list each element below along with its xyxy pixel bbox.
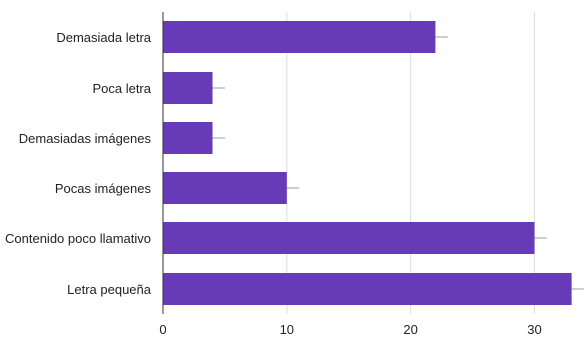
category-label: Pocas imágenes — [55, 181, 152, 196]
bar — [163, 222, 535, 254]
category-label: Letra pequeña — [67, 282, 152, 297]
bar — [163, 72, 213, 104]
category-label: Demasiada letra — [56, 30, 151, 45]
x-tick-label: 10 — [280, 322, 294, 337]
x-tick-label: 20 — [403, 322, 417, 337]
category-label: Contenido poco llamativo — [5, 231, 151, 246]
bar — [163, 21, 436, 53]
category-label: Poca letra — [92, 81, 151, 96]
x-tick-labels: 0 10 20 30 — [159, 322, 541, 337]
bar — [163, 122, 213, 154]
category-label: Demasiadas imágenes — [19, 131, 152, 146]
category-labels: Demasiada letra Poca letra Demasiadas imág… — [5, 30, 152, 297]
gridlines — [286, 12, 535, 314]
error-bars — [212, 36, 584, 290]
x-tick-label: 30 — [527, 322, 541, 337]
bar — [163, 273, 572, 305]
bar — [163, 172, 287, 204]
x-tick-label: 0 — [159, 322, 166, 337]
bars — [163, 21, 572, 305]
